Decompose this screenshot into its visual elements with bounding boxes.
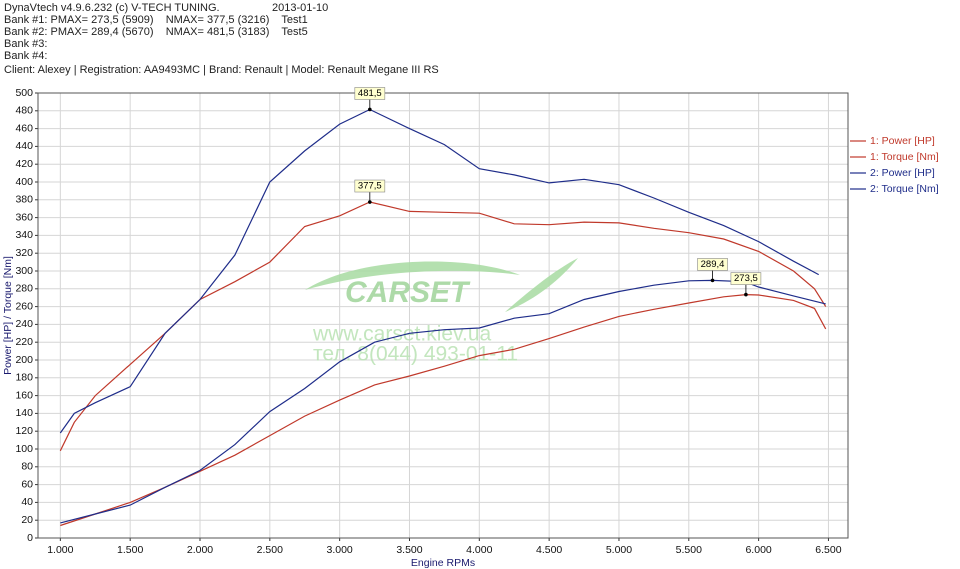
y-tick-label: 60 [21, 478, 33, 490]
legend-label: 1: Power [HP] [870, 135, 935, 147]
y-tick-label: 440 [15, 140, 33, 152]
annotation-label: 289,4 [701, 259, 725, 270]
header-line: Bank #1: PMAX= 273,5 (5909) NMAX= 377,5 … [4, 14, 308, 26]
y-tick-label: 40 [21, 496, 33, 508]
y-tick-label: 340 [15, 229, 33, 241]
annotation-box [730, 272, 762, 285]
annotation-box [354, 179, 386, 193]
watermark-brand: CARSET [345, 276, 471, 309]
x-tick-label: 3.500 [396, 544, 422, 556]
series-line [59, 108, 819, 434]
header-line: Bank #4: [4, 50, 47, 62]
x-tick-label: 6.500 [815, 544, 841, 556]
annotation-box [354, 87, 386, 100]
y-tick-label: 120 [15, 425, 33, 437]
y-tick-label: 300 [15, 265, 33, 277]
x-tick-label: 6.000 [745, 544, 771, 556]
y-tick-label: 460 [15, 122, 33, 134]
annotation-label: 377,5 [358, 181, 382, 192]
y-tick-label: 0 [27, 532, 33, 544]
x-tick-label: 2.500 [257, 544, 283, 556]
annotation-point [744, 292, 748, 297]
y-tick-label: 420 [15, 158, 33, 170]
y-tick-label: 160 [15, 389, 33, 401]
x-tick-label: 1.000 [47, 544, 73, 556]
y-tick-label: 200 [15, 354, 33, 366]
watermark-swoosh [305, 261, 520, 290]
y-tick-label: 400 [15, 176, 33, 188]
x-tick-label: 5.500 [676, 544, 702, 556]
x-tick-label: 4.000 [466, 544, 492, 556]
y-tick-label: 20 [21, 514, 33, 526]
x-tick-label: 2.000 [187, 544, 213, 556]
y-tick-label: 180 [15, 372, 33, 384]
y-tick-label: 240 [15, 318, 33, 330]
annotation-label: 273,5 [734, 273, 758, 284]
x-tick-label: 4.500 [536, 544, 562, 556]
x-tick-label: 5.000 [606, 544, 632, 556]
header-line: Client: Alexey | Registration: AA9493MC … [4, 64, 439, 76]
y-tick-label: 140 [15, 407, 33, 419]
y-tick-label: 480 [15, 105, 33, 117]
header-line: Bank #2: PMAX= 289,4 (5670) NMAX= 481,5 … [4, 26, 308, 38]
y-tick-label: 320 [15, 247, 33, 259]
x-axis-title: Engine RPMs [411, 557, 475, 569]
header-date: 2013-01-10 [272, 2, 328, 14]
y-tick-label: 220 [15, 336, 33, 348]
y-tick-label: 80 [21, 461, 33, 473]
y-axis-title: Power [HP] / Torque [Nm] [2, 256, 14, 375]
y-tick-label: 280 [15, 283, 33, 295]
annotation-box [697, 258, 728, 271]
legend-label: 2: Torque [Nm] [870, 183, 939, 195]
plot-area [38, 92, 848, 539]
x-tick-label: 1.500 [117, 544, 143, 556]
plot-border [37, 92, 849, 539]
y-tick-label: 100 [15, 443, 33, 455]
legend-label: 2: Power [HP] [870, 167, 935, 179]
y-tick-label: 360 [15, 211, 33, 223]
legend-label: 1: Torque [Nm] [870, 151, 939, 163]
header-line: DynaVtech v4.9.6.232 (c) V-TECH TUNING. [4, 2, 220, 14]
annotation-point [710, 278, 715, 283]
x-tick-label: 3.000 [327, 544, 353, 556]
y-tick-label: 380 [15, 194, 33, 206]
plot-background [38, 93, 848, 538]
watermark-site: www.carset.kiev.ua [312, 323, 491, 346]
y-tick-label: 500 [15, 87, 33, 99]
annotation-label: 481,5 [358, 88, 382, 99]
series-line [60, 279, 826, 524]
y-tick-label: 260 [15, 300, 33, 312]
watermark-swoosh [505, 258, 578, 312]
header-line: Bank #3: [4, 38, 47, 50]
